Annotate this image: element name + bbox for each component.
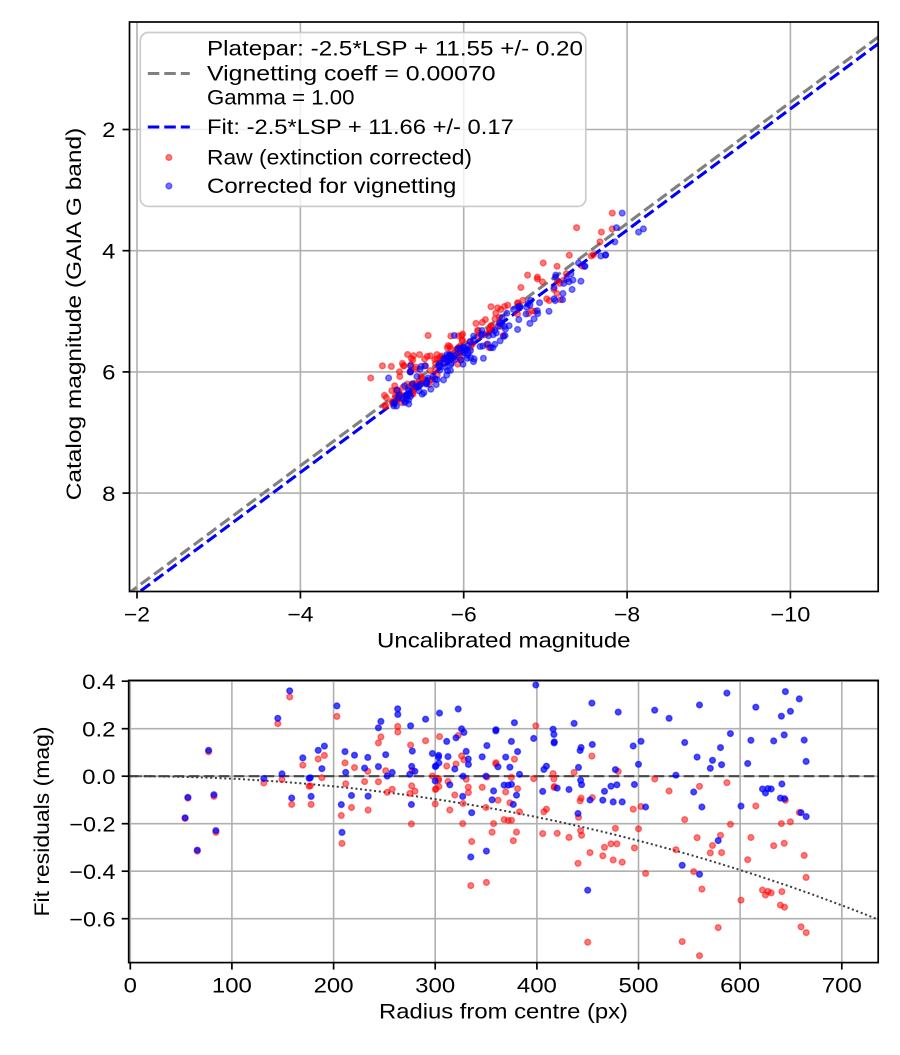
svg-text:4: 4 xyxy=(102,240,116,263)
svg-text:Fit: -2.5*LSP + 11.66 +/- 0.17: Fit: -2.5*LSP + 11.66 +/- 0.17 xyxy=(207,116,514,139)
svg-text:0: 0 xyxy=(124,975,137,998)
svg-text:Fit residuals (mag): Fit residuals (mag) xyxy=(31,727,54,917)
svg-text:400: 400 xyxy=(517,975,557,998)
svg-text:−0.2: −0.2 xyxy=(69,813,115,836)
svg-text:6: 6 xyxy=(102,362,115,385)
svg-text:−6: −6 xyxy=(451,604,477,627)
svg-text:−4: −4 xyxy=(287,604,313,627)
svg-text:300: 300 xyxy=(415,975,455,998)
svg-text:−0.4: −0.4 xyxy=(69,861,116,884)
svg-text:8: 8 xyxy=(102,483,115,506)
svg-text:Corrected for vignetting: Corrected for vignetting xyxy=(207,175,456,198)
svg-text:Platepar: -2.5*LSP + 11.55 +/-: Platepar: -2.5*LSP + 11.55 +/- 0.20 xyxy=(207,38,583,61)
svg-text:Vignetting coeff = 0.00070: Vignetting coeff = 0.00070 xyxy=(207,63,496,86)
svg-text:0.4: 0.4 xyxy=(82,671,116,694)
svg-text:−10: −10 xyxy=(770,604,810,627)
svg-text:100: 100 xyxy=(212,975,252,998)
svg-text:−8: −8 xyxy=(614,604,640,627)
svg-text:Raw (extinction corrected): Raw (extinction corrected) xyxy=(207,147,472,170)
svg-text:−2: −2 xyxy=(124,604,150,627)
svg-text:2: 2 xyxy=(102,119,115,142)
svg-text:0.0: 0.0 xyxy=(82,766,115,789)
svg-text:Radius from centre (px): Radius from centre (px) xyxy=(379,1001,628,1024)
svg-text:600: 600 xyxy=(720,975,760,998)
svg-text:Catalog magnitude (GAIA G band: Catalog magnitude (GAIA G band) xyxy=(63,128,86,501)
svg-text:0.2: 0.2 xyxy=(82,718,115,741)
svg-text:500: 500 xyxy=(619,975,659,998)
svg-text:700: 700 xyxy=(822,975,862,998)
svg-text:−0.6: −0.6 xyxy=(69,908,115,931)
svg-text:Uncalibrated magnitude: Uncalibrated magnitude xyxy=(377,630,631,653)
svg-text:200: 200 xyxy=(314,975,354,998)
svg-text:Gamma = 1.00: Gamma = 1.00 xyxy=(207,87,355,110)
